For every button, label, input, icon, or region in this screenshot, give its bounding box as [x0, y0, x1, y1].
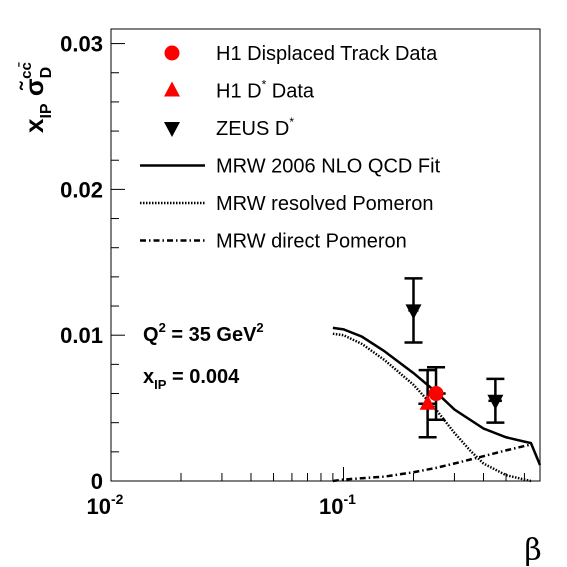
x-tick-label: 10-1	[319, 491, 356, 519]
curve-dotted	[332, 332, 532, 483]
data-point	[419, 394, 436, 410]
data-point	[405, 304, 422, 320]
curve-solid	[332, 326, 542, 466]
annotation-xip: xIP = 0.004	[143, 366, 240, 392]
legend-entry: MRW 2006 NLO QCD Fit	[216, 156, 441, 178]
curve-dashdot	[332, 443, 532, 483]
y-tick-label: 0.03	[60, 32, 103, 57]
legend-entry: MRW direct Pomeron	[216, 231, 407, 253]
y-tick-label: 0.02	[60, 177, 103, 202]
y-tick-label: 0.01	[60, 323, 103, 348]
legend-entry: ZEUS D*	[216, 115, 294, 140]
legend-marker	[164, 45, 180, 61]
legend-marker	[164, 81, 180, 97]
data-point	[487, 394, 504, 410]
y-axis-label: xIP σ̃Dcc̄	[17, 62, 55, 133]
plot-frame	[110, 28, 541, 482]
y-tick-label: 0	[91, 469, 103, 494]
annotation-q2: Q2 = 35 GeV2	[143, 320, 264, 346]
x-axis-label: β	[524, 533, 541, 567]
legend-entry: H1 D* Data	[216, 78, 315, 103]
data-point	[428, 386, 444, 402]
legend-entry: H1 Displaced Track Data	[216, 43, 438, 65]
x-tick-label: 10-2	[87, 491, 124, 519]
legend-entry: MRW resolved Pomeron	[216, 193, 433, 215]
legend-marker	[164, 122, 180, 137]
